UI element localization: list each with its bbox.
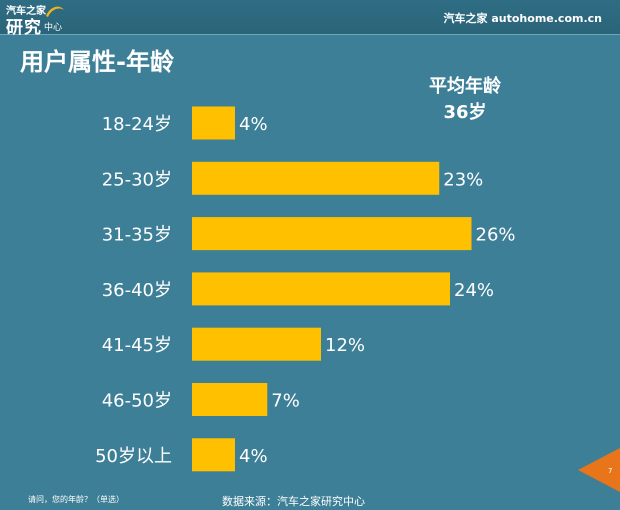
average-age-callout: 平均年龄 36岁 — [410, 74, 520, 126]
value-label: 4% — [239, 114, 268, 135]
survey-question: 请问，您的年龄？（单选） — [28, 495, 124, 504]
value-label: 26% — [476, 225, 516, 246]
bar — [192, 106, 235, 140]
value-label: 12% — [325, 335, 365, 356]
page-number-tab: 7 — [578, 448, 620, 492]
average-age-label: 平均年龄 — [429, 76, 501, 97]
value-label: 23% — [443, 169, 483, 190]
category-label: 25-30岁 — [102, 169, 172, 190]
value-label: 24% — [454, 280, 494, 301]
bar — [192, 217, 472, 251]
category-label: 18-24岁 — [102, 114, 172, 135]
bar — [192, 161, 440, 195]
value-label: 7% — [271, 391, 300, 412]
page-title: 用户属性-年龄 — [20, 48, 174, 76]
bar — [192, 327, 321, 361]
category-label: 31-35岁 — [102, 225, 172, 246]
brand-url: 汽车之家 autohome.com.cn — [443, 12, 602, 25]
average-age-value: 36岁 — [443, 102, 487, 123]
category-label: 41-45岁 — [102, 335, 172, 356]
bar — [192, 438, 235, 472]
category-label: 46-50岁 — [102, 391, 172, 412]
logo-swoosh-icon — [46, 6, 64, 17]
data-source: 数据来源：汽车之家研究中心 — [222, 495, 365, 508]
value-label: 4% — [239, 446, 268, 467]
bar — [192, 272, 450, 306]
category-label: 50岁以上 — [95, 446, 172, 467]
logo-top-text: 汽车之家 — [6, 6, 46, 17]
category-label: 36-40岁 — [102, 280, 172, 301]
logo-sub-text: 中心 — [44, 23, 63, 33]
page-number: 7 — [608, 467, 612, 475]
bar — [192, 383, 268, 416]
logo-main-text: 研究 — [6, 18, 42, 38]
autohome-research-logo: 汽车之家 研究 中心 — [6, 2, 66, 38]
header-bar: 汽车之家 研究 中心 汽车之家 autohome.com.cn — [0, 0, 620, 38]
